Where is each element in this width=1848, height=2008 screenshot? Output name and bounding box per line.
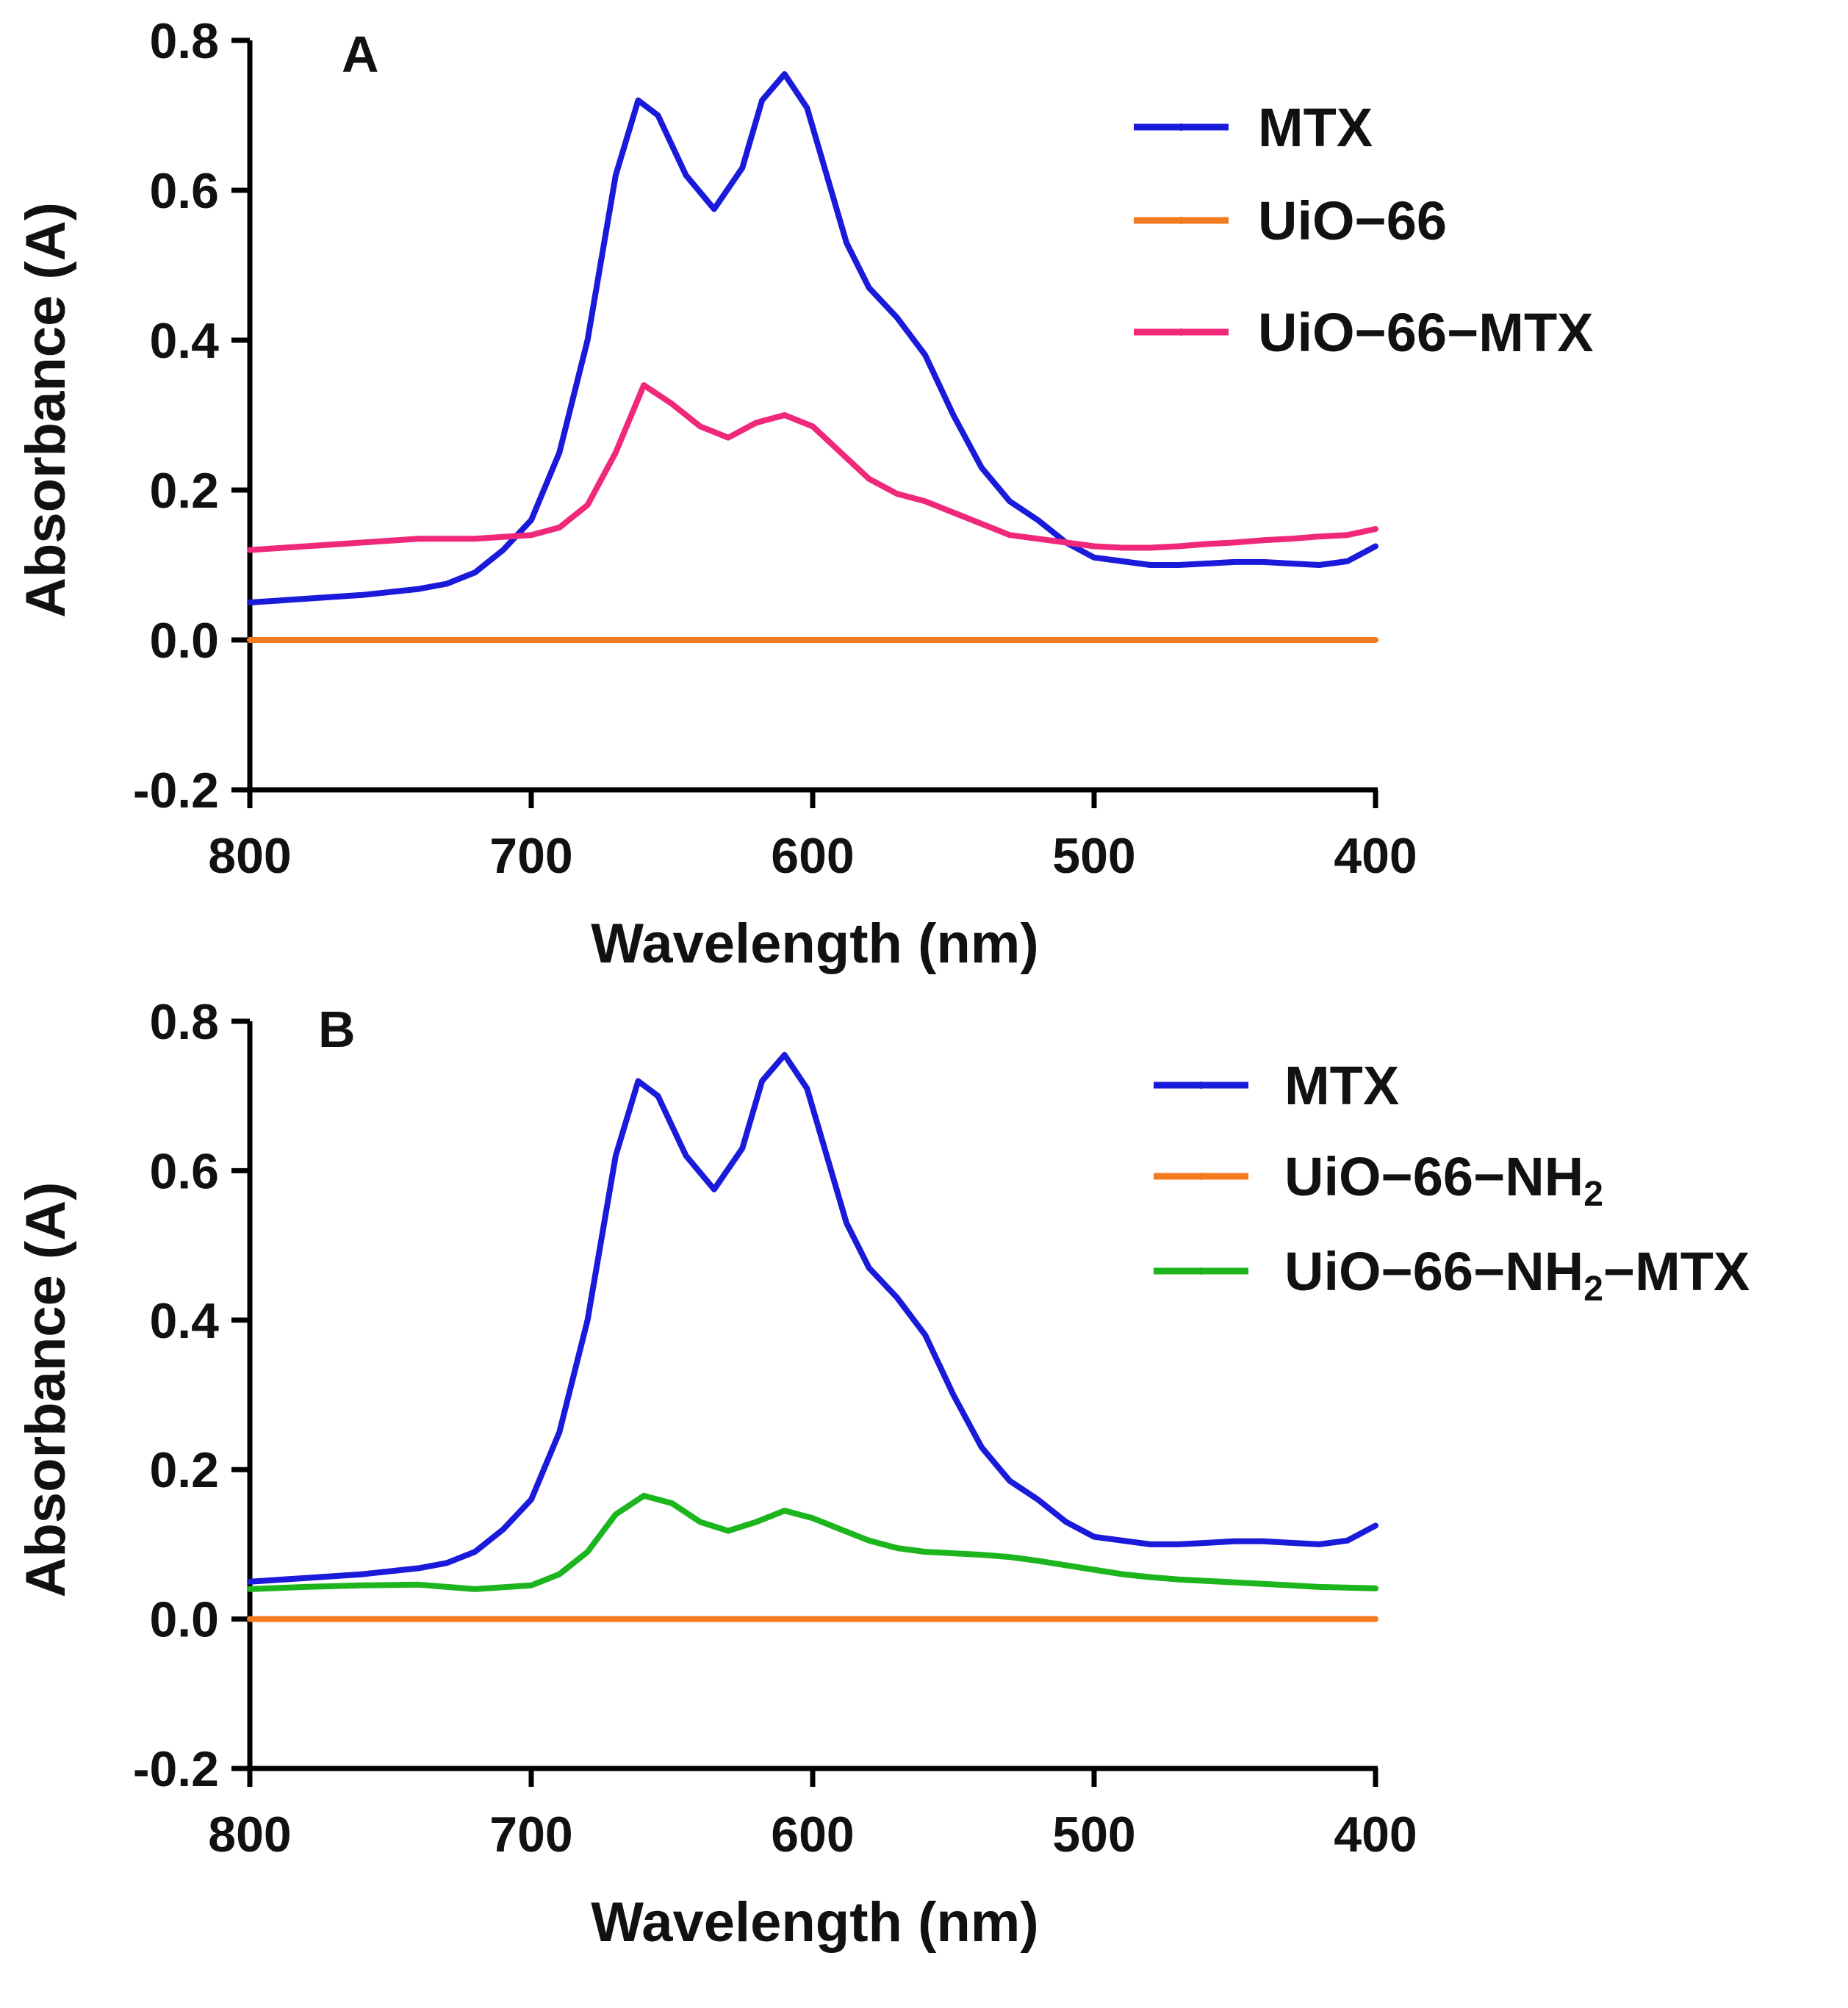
chart-panel-a: -0.2 0.0 0.2 0.4 0.6 0.8 800 700 600 500 400 Wavele… (15, 13, 1594, 975)
legend-marker (1177, 328, 1185, 336)
legend-label: UiO−66 (1258, 190, 1447, 251)
legend-label: MTX (1284, 1055, 1399, 1116)
y-tick-label: -0.2 (133, 1741, 219, 1797)
y-tick-label: 0.4 (149, 313, 219, 369)
x-tick-label: 600 (771, 1807, 854, 1863)
y-axis-title: Absorbance (A) (15, 1182, 77, 1598)
x-axis-title: Wavelength (nm) (591, 1891, 1038, 1954)
x-tick-label: 400 (1334, 828, 1417, 884)
legend-label: MTX (1258, 97, 1373, 158)
legend-label: UiO−66−NH2 (1284, 1146, 1603, 1214)
series-line-mtx (247, 71, 1378, 605)
x-tick-label: 600 (771, 828, 854, 884)
y-axis-title: Absorbance (A) (15, 202, 77, 618)
legend-marker (1197, 1082, 1205, 1089)
x-tick-label: 700 (489, 828, 572, 884)
series-line-mtx (247, 1051, 1378, 1585)
legend-marker (1177, 123, 1185, 131)
y-tick-label: 0.6 (149, 163, 219, 219)
legend-marker (1177, 217, 1185, 224)
x-tick-label: 700 (489, 1807, 572, 1863)
y-tick-label: 0.8 (149, 994, 219, 1050)
legend-label: UiO−66−MTX (1258, 302, 1594, 363)
x-tick-label: 800 (208, 1807, 291, 1863)
legend-marker (1197, 1173, 1205, 1180)
x-tick-label: 500 (1052, 1807, 1135, 1863)
series-line-uio-66-nh2-mtx (247, 1492, 1378, 1592)
y-tick-label: 0.2 (149, 1442, 219, 1498)
panel-label: A (342, 26, 379, 83)
legend: MTX UiO−66 UiO−66−MTX (1134, 97, 1594, 363)
y-tick-label: 0.0 (149, 613, 219, 669)
y-tick-label: 0.0 (149, 1592, 219, 1648)
x-tick-label: 400 (1334, 1807, 1417, 1863)
legend: MTX UiO−66−NH2 UiO−66−NH2−MTX (1154, 1055, 1750, 1309)
y-tick-label: 0.6 (149, 1143, 219, 1199)
y-tick-label: 0.4 (149, 1293, 219, 1349)
y-tick-label: -0.2 (133, 763, 219, 818)
legend-marker (1197, 1267, 1205, 1275)
legend-label: UiO−66−NH2−MTX (1284, 1241, 1750, 1309)
panel-label: B (318, 1001, 356, 1058)
x-axis-title: Wavelength (nm) (591, 913, 1038, 975)
y-tick-label: 0.8 (149, 13, 219, 69)
y-tick-label: 0.2 (149, 463, 219, 519)
x-tick-label: 800 (208, 828, 291, 884)
x-tick-label: 500 (1052, 828, 1135, 884)
chart-panel-b: -0.2 0.0 0.2 0.4 0.6 0.8 800 700 600 500 400 Wavele… (15, 994, 1750, 1954)
series-line-uio-66-mtx (247, 382, 1378, 553)
